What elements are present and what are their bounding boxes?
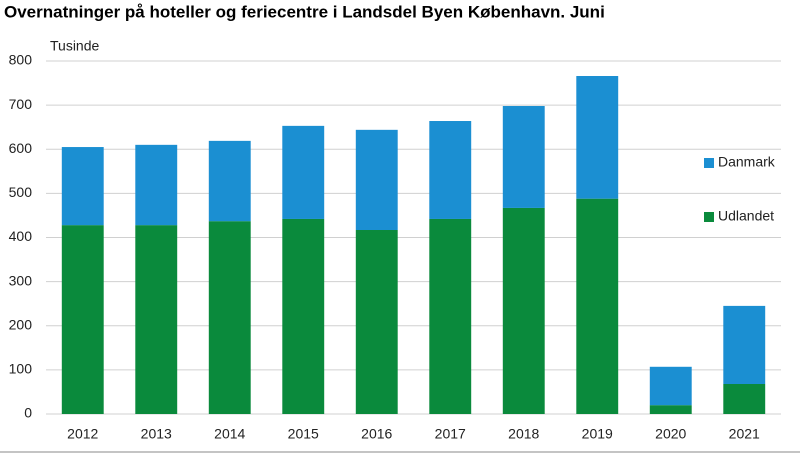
y-axis-label: Tusinde [50, 38, 100, 54]
x-tick-label: 2013 [141, 426, 172, 442]
bar-segment [208, 140, 251, 222]
y-tick-label: 700 [9, 96, 33, 112]
x-tick-label: 2014 [214, 426, 245, 442]
bar-segment [576, 76, 619, 199]
x-tick-label: 2021 [729, 426, 760, 442]
bar-segment [61, 225, 104, 414]
bar-segment [135, 144, 178, 226]
y-tick-label: 200 [9, 316, 33, 332]
bar-segment [208, 221, 251, 414]
legend-label: Udlandet [718, 208, 774, 224]
bar-segment [576, 198, 619, 414]
legend-label: Danmark [718, 154, 776, 170]
bar-segment [429, 121, 472, 219]
x-tick-label: 2015 [288, 426, 319, 442]
bar-segment [723, 383, 766, 414]
bar-segment [429, 218, 472, 414]
x-tick-label: 2012 [67, 426, 98, 442]
bar-segment [355, 229, 398, 414]
legend-swatch [704, 212, 714, 222]
bar-segment [61, 147, 104, 226]
x-tick-label: 2018 [508, 426, 539, 442]
y-tick-label: 400 [9, 228, 33, 244]
legend-swatch [704, 158, 714, 168]
y-tick-label: 500 [9, 184, 33, 200]
bar-segment [502, 207, 545, 414]
bar-segment [723, 305, 766, 384]
x-tick-label: 2017 [435, 426, 466, 442]
y-tick-label: 800 [9, 52, 33, 68]
bar-segment [649, 405, 692, 414]
y-tick-label: 100 [9, 361, 33, 377]
chart-title: Overnatninger på hoteller og feriecentre… [4, 2, 605, 21]
bar-segment [649, 366, 692, 406]
y-tick-label: 0 [24, 405, 32, 421]
y-tick-label: 300 [9, 272, 33, 288]
x-tick-label: 2019 [582, 426, 613, 442]
bar-segment [135, 225, 178, 414]
x-tick-label: 2020 [655, 426, 686, 442]
bar-segment [282, 125, 325, 219]
bar-segment [502, 106, 545, 208]
bar-segment [355, 129, 398, 230]
bar-segment [282, 218, 325, 414]
y-tick-label: 600 [9, 140, 33, 156]
x-tick-label: 2016 [361, 426, 392, 442]
